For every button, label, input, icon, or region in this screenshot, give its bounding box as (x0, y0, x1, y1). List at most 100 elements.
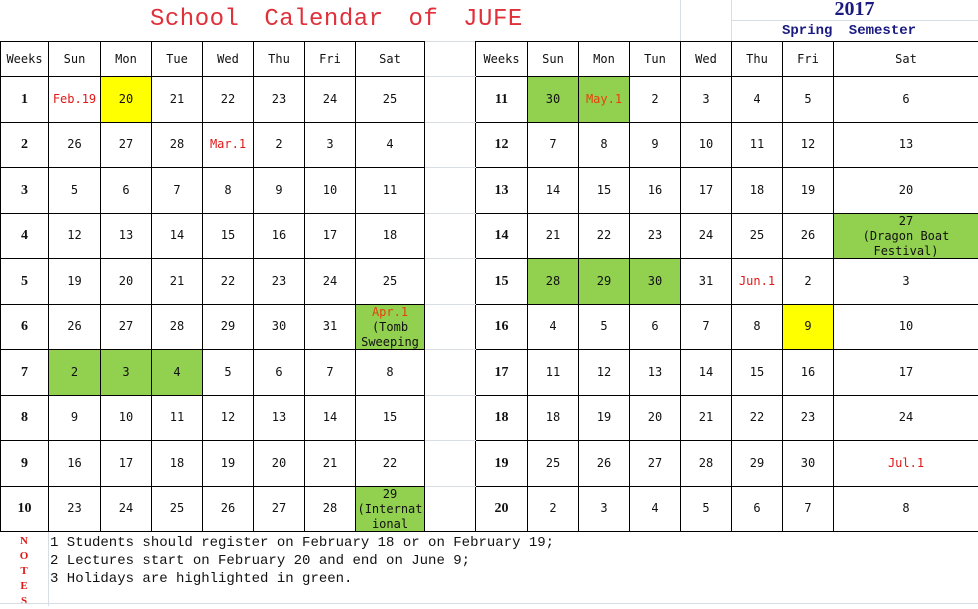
day-cell: 13 (254, 395, 305, 441)
day-label: 12 (579, 365, 629, 380)
day-cell: 13 (630, 350, 681, 396)
day-label: 3 (101, 365, 151, 380)
holiday-day-cell: 2 (49, 350, 101, 396)
day-label: 21 (528, 228, 578, 243)
column-header: Wed (203, 42, 254, 77)
day-cell: 7 (152, 168, 203, 214)
day-label: 27 (101, 137, 151, 152)
day-label: Jul.1 (834, 456, 978, 471)
holiday-day-cell: 29(Internat ional (356, 486, 425, 532)
day-cell: 8 (834, 486, 978, 532)
day-cell: 20 (630, 395, 681, 441)
day-label: 22 (356, 456, 424, 471)
holiday-name: (Dragon Boat Festival) (834, 229, 978, 258)
day-cell: 19 (579, 395, 630, 441)
day-label: 10 (681, 137, 731, 152)
column-header: Weeks (1, 42, 49, 77)
day-cell: 16 (630, 168, 681, 214)
day-cell: 23 (254, 259, 305, 305)
column-header: Thu (732, 42, 783, 77)
notes-letter: O (20, 549, 29, 564)
column-header: Sat (834, 42, 978, 77)
day-cell: 25 (732, 213, 783, 259)
day-cell: 3 (305, 122, 356, 168)
day-cell: 11 (528, 350, 579, 396)
day-cell: 8 (203, 168, 254, 214)
title-area: School Calendar of JUFE 2017 Spring Seme… (0, 0, 978, 41)
day-label: 2 (630, 92, 680, 107)
day-cell: 28 (305, 486, 356, 532)
holiday-day-cell: May.1 (579, 77, 630, 123)
day-label: 23 (630, 228, 680, 243)
day-label: 29 (579, 274, 629, 289)
column-header: Tue (152, 42, 203, 77)
day-cell: 18 (732, 168, 783, 214)
day-label: 23 (254, 92, 304, 107)
day-cell: 28 (681, 441, 732, 487)
spacer-cell (425, 486, 476, 532)
day-label: 16 (254, 228, 304, 243)
day-label: 17 (305, 228, 355, 243)
day-label: 28 (152, 137, 202, 152)
day-label: 5 (579, 319, 629, 334)
day-label: 20 (254, 456, 304, 471)
day-cell: 5 (681, 486, 732, 532)
note-line: 3 Holidays are highlighted in green. (50, 570, 554, 588)
notes-letter: S (21, 594, 27, 609)
day-label: 2 (254, 137, 304, 152)
spacer-cell (425, 168, 476, 214)
day-label: 20 (101, 92, 151, 107)
week-number: 17 (476, 350, 528, 396)
week-number: 10 (1, 486, 49, 532)
day-label: 7 (528, 137, 578, 152)
day-cell: 2 (528, 486, 579, 532)
notes-text: 1 Students should register on February 1… (50, 534, 554, 588)
day-label: 25 (356, 274, 424, 289)
day-cell: 28 (152, 122, 203, 168)
day-label: 5 (681, 501, 731, 516)
day-label: 7 (152, 183, 202, 198)
day-label: 27 (254, 501, 304, 516)
day-label: 22 (203, 274, 253, 289)
week-number: 8 (1, 395, 49, 441)
day-label: 25 (356, 92, 424, 107)
day-cell: 17 (305, 213, 356, 259)
day-cell: 12 (783, 122, 834, 168)
day-cell: 11 (732, 122, 783, 168)
day-label: 14 (305, 410, 355, 425)
day-cell: 16 (254, 213, 305, 259)
holiday-day-cell: Apr.1(Tomb Sweeping (356, 304, 425, 350)
day-label: 19 (203, 456, 253, 471)
day-cell: 8 (732, 304, 783, 350)
day-label: 23 (254, 274, 304, 289)
day-cell: 18 (356, 213, 425, 259)
day-label: 11 (732, 137, 782, 152)
day-cell: 14 (681, 350, 732, 396)
day-cell: 22 (732, 395, 783, 441)
spacer-cell (425, 122, 476, 168)
notes-section: N O T E S 1 Students should register on … (0, 531, 978, 606)
spacer-cell (425, 395, 476, 441)
holiday-day-cell: 28 (528, 259, 579, 305)
day-cell: 24 (681, 213, 732, 259)
week-number: 19 (476, 441, 528, 487)
day-label: 3 (681, 92, 731, 107)
day-label: 31 (681, 274, 731, 289)
day-cell: 6 (834, 77, 978, 123)
day-cell: 19 (783, 168, 834, 214)
day-label: 11 (152, 410, 202, 425)
day-cell: 4 (732, 77, 783, 123)
day-label: 12 (783, 137, 833, 152)
year-label: 2017 (731, 0, 978, 21)
column-header: Mon (579, 42, 630, 77)
day-label: 13 (630, 365, 680, 380)
highlighted-day-cell: 9 (783, 304, 834, 350)
day-cell: 5 (203, 350, 254, 396)
day-label: 15 (203, 228, 253, 243)
day-label: 19 (49, 274, 100, 289)
day-cell: 20 (254, 441, 305, 487)
